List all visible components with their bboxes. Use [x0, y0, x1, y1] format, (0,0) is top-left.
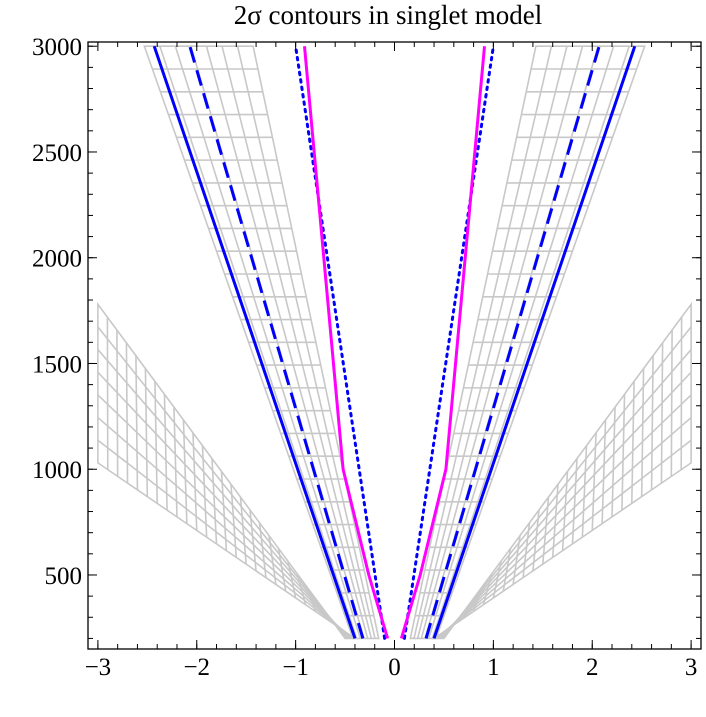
series-dashed-2: [188, 45, 365, 639]
mesh-region-1: [409, 45, 646, 640]
mesh-line: [335, 624, 346, 633]
mesh-outline: [431, 301, 692, 640]
series-solid-0: [152, 45, 357, 639]
mesh-line: [462, 599, 474, 619]
series-dotted-5: [402, 44, 495, 640]
mesh-line: [670, 329, 673, 477]
mesh-region-2: [97, 301, 358, 640]
y-tick-label: 500: [45, 563, 83, 590]
mesh-line: [249, 509, 257, 571]
mesh-line: [258, 522, 267, 578]
mesh-line: [144, 368, 149, 497]
y-tick-label: 1000: [32, 457, 82, 484]
mesh-line: [581, 445, 588, 538]
mesh-line: [173, 407, 178, 517]
chart-title: 2σ contours in singlet model: [234, 0, 543, 30]
mesh-line: [601, 419, 607, 524]
mesh-line: [650, 355, 654, 490]
mesh-line: [230, 484, 238, 558]
series-solid-6: [303, 46, 390, 639]
mesh-line: [532, 509, 540, 571]
mesh-line: [201, 445, 208, 538]
x-tick-label: 3: [685, 654, 698, 681]
x-tick-label: 0: [388, 654, 401, 681]
plot-area: [97, 44, 692, 640]
mesh-line: [296, 573, 307, 605]
y-axis: 500 1000 1500 2000 2500 3000: [32, 34, 701, 639]
mesh-line: [211, 458, 218, 544]
series-dotted-4: [294, 44, 387, 640]
x-axis: −3 −2 −1 0 1 2 3: [85, 42, 698, 681]
region-meshes: [97, 45, 692, 640]
mesh-line: [640, 368, 645, 497]
mesh-line: [182, 419, 188, 524]
mesh-line: [192, 432, 198, 531]
x-tick-label: −2: [183, 654, 210, 681]
mesh-line: [116, 329, 119, 477]
mesh-line: [561, 471, 569, 551]
mesh-line: [287, 561, 297, 599]
mesh-line: [163, 394, 168, 511]
x-tick-label: 2: [586, 654, 599, 681]
mesh-line: [443, 624, 454, 633]
mesh-line: [492, 561, 502, 599]
mesh-line: [453, 612, 464, 626]
mesh-region-0: [143, 45, 380, 640]
mesh-line: [630, 381, 635, 504]
mesh-line: [660, 342, 664, 484]
mesh-line: [551, 484, 559, 558]
mesh-line: [571, 458, 578, 544]
mesh-line: [621, 394, 626, 511]
x-tick-label: 1: [487, 654, 500, 681]
series-solid-1: [432, 45, 637, 639]
mesh-line: [522, 522, 531, 578]
mesh-line: [591, 432, 597, 531]
mesh-line: [512, 535, 521, 585]
contour-curves: [152, 44, 637, 640]
mesh-line: [325, 612, 336, 626]
y-tick-label: 2000: [32, 246, 82, 273]
series-dashed-3: [424, 45, 601, 639]
mesh-line: [154, 381, 159, 504]
mesh-line: [306, 586, 317, 612]
mesh-region-3: [431, 301, 692, 640]
mesh-line: [277, 548, 287, 592]
mesh-line: [611, 407, 616, 517]
y-tick-label: 1500: [32, 351, 82, 378]
mesh-outline: [97, 301, 358, 640]
mesh-line: [220, 471, 228, 551]
mesh-line: [125, 342, 129, 484]
plot-frame: [87, 41, 702, 650]
series-solid-7: [399, 46, 486, 639]
x-tick-label: −1: [282, 654, 309, 681]
mesh-line: [135, 355, 139, 490]
y-tick-label: 2500: [32, 140, 82, 167]
mesh-line: [239, 496, 247, 565]
mesh-line: [315, 599, 327, 619]
x-tick-label: −3: [85, 654, 112, 681]
mesh-line: [268, 535, 277, 585]
mesh-line: [472, 586, 483, 612]
mesh-line: [542, 496, 550, 565]
mesh-line: [482, 573, 493, 605]
mesh-line: [502, 548, 512, 592]
y-tick-label: 3000: [32, 34, 82, 61]
